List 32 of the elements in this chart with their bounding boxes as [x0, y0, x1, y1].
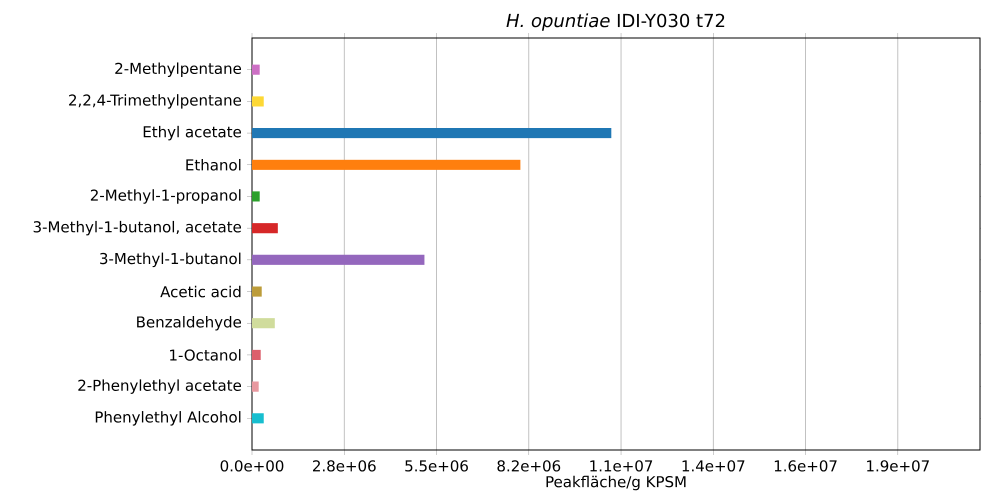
x-tick-label: 8.2e+06 — [497, 460, 560, 472]
chart-title: H. opuntiae IDI-Y030 t72 — [506, 13, 724, 31]
y-tick-label: Ethanol — [186, 158, 240, 171]
bar — [252, 350, 261, 360]
y-tick-label: 2-Phenylethyl acetate — [78, 379, 241, 394]
bar — [252, 128, 612, 138]
x-tick-label: 1.4e+07 — [682, 460, 744, 472]
y-tick-label: 2-Methyl-1-propanol — [90, 189, 240, 204]
y-tick-label: 1-Octanol — [170, 349, 240, 361]
x-tick-label: 1.6e+07 — [774, 460, 837, 472]
y-tick-label: 3-Methyl-1-butanol — [100, 252, 240, 268]
bar — [252, 318, 275, 328]
y-tick-label: Benzaldehyde — [137, 316, 242, 330]
x-tick-label: 1.1e+07 — [590, 460, 652, 472]
y-tick-label: Acetic acid — [160, 286, 240, 298]
y-tick-label: 3-Methyl-1-butanol, acetate — [34, 220, 242, 236]
bar — [252, 223, 278, 234]
y-tick-label: 2,2,4-Trimethylpentane — [69, 94, 242, 109]
y-tick-label: Phenylethyl Alcohol — [96, 411, 240, 426]
x-tick-label: 2.8e+06 — [312, 460, 376, 472]
bar — [252, 64, 260, 75]
bar — [252, 254, 424, 265]
bar — [252, 286, 262, 297]
x-axis-title: Peakfläche/g KPSM — [546, 476, 686, 490]
bar — [252, 413, 264, 424]
y-tick-label: Ethyl acetate — [144, 126, 241, 140]
bar — [252, 96, 264, 106]
x-tick-label: 0.0e+00 — [220, 460, 284, 472]
x-tick-label: 1.9e+07 — [867, 460, 929, 472]
bar — [252, 160, 520, 170]
y-tick-label: 2-Methylpentane — [115, 62, 242, 77]
x-tick-label: 5.5e+06 — [405, 460, 468, 472]
